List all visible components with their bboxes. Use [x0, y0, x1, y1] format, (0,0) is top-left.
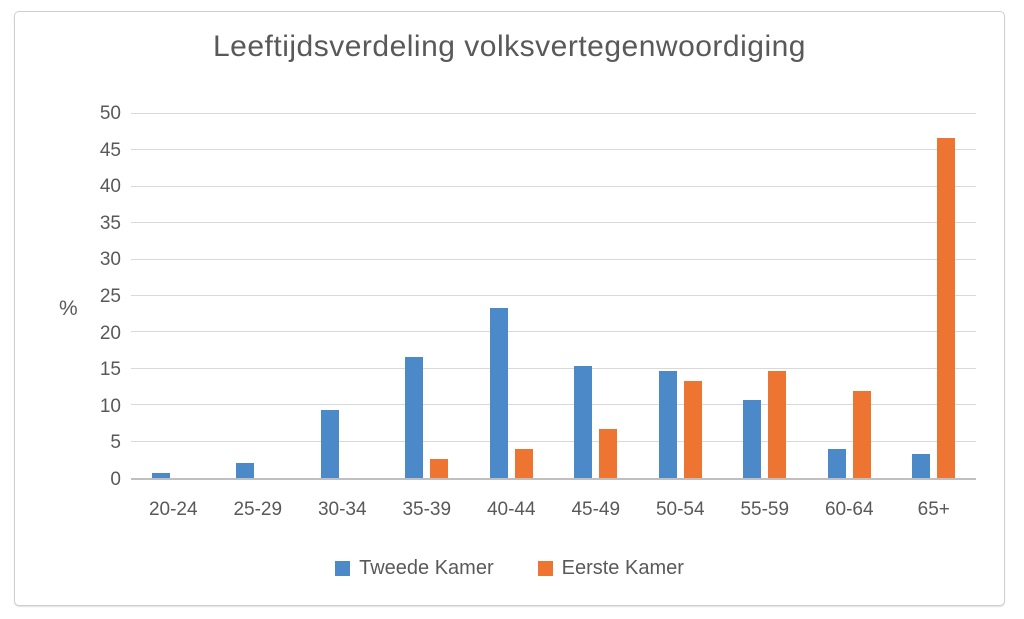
x-tick-label-60-64: 60-64: [824, 499, 874, 520]
bar-group-20-24: [131, 114, 216, 478]
bar-eerste-kamer-65+: [937, 138, 956, 478]
bar-group-30-34: [300, 114, 385, 478]
chart-title: Leeftijdsverdeling volksvertegenwoordigi…: [212, 30, 806, 63]
bar-tweede-kamer-55-59: [743, 400, 762, 478]
bar-group-65+: [892, 114, 977, 478]
plot-area: [131, 113, 976, 480]
gridline: [131, 149, 976, 151]
x-tick-label-35-39: 35-39: [402, 499, 452, 520]
bar-group-45-49: [554, 114, 639, 478]
legend-label: Eerste Kamer: [561, 557, 684, 579]
y-axis-tick-labels: 0 5 10 15 20 25 30 35 40 45 50: [75, 103, 121, 490]
bar-tweede-kamer-45-49: [574, 366, 593, 478]
bar-eerste-kamer-60-64: [852, 390, 871, 478]
bar-tweede-kamer-30-34: [320, 410, 339, 478]
gridline: [131, 113, 976, 114]
bar-group-55-59: [723, 114, 808, 478]
gridline: [131, 440, 976, 442]
y-tick-label: 0: [110, 469, 121, 490]
x-tick-label-55-59: 55-59: [740, 499, 790, 520]
legend-label: Tweede Kamer: [359, 557, 494, 579]
x-tick-label-25-29: 25-29: [233, 499, 283, 520]
y-tick-label: 50: [99, 103, 121, 124]
y-axis-unit-label: %: [59, 297, 78, 320]
bar-tweede-kamer-65+: [912, 453, 931, 478]
bar-tweede-kamer-60-64: [827, 448, 846, 478]
y-tick-label: 15: [99, 359, 121, 381]
bar-group-25-29: [216, 114, 301, 478]
x-tick-label-45-49: 45-49: [571, 499, 621, 520]
bar-tweede-kamer-40-44: [489, 308, 508, 478]
bar-eerste-kamer-55-59: [768, 371, 787, 478]
y-tick-label: 10: [99, 395, 121, 417]
bar-eerste-kamer-35-39: [430, 458, 449, 478]
bar-group-60-64: [807, 114, 892, 478]
x-tick-label-50-54: 50-54: [655, 499, 705, 520]
bar-group-50-54: [638, 114, 723, 478]
legend: Tweede Kamer Eerste Kamer: [15, 557, 1004, 580]
legend-swatch-icon: [335, 561, 351, 576]
x-tick-label-30-34: 30-34: [317, 499, 367, 520]
legend-item-eerste-kamer: Eerste Kamer: [537, 557, 684, 580]
y-tick-label: 5: [110, 432, 121, 454]
x-axis-tick-labels: 20-24 25-29 30-34 35-39 40-44 45-49 50-54 55-59…: [131, 499, 976, 521]
x-tick-label-40-44: 40-44: [486, 499, 536, 520]
gridline: [131, 185, 976, 187]
bar-tweede-kamer-35-39: [405, 356, 424, 478]
bar-tweede-kamer-50-54: [658, 371, 677, 478]
bar-tweede-kamer-20-24: [151, 473, 170, 478]
chart-frame: Leeftijdsverdeling volksvertegenwoordigi…: [14, 11, 1005, 606]
gridline: [131, 258, 976, 260]
y-tick-label: 40: [99, 176, 121, 198]
y-tick-label: 35: [99, 212, 121, 234]
y-tick-label: 25: [99, 286, 121, 307]
legend-item-tweede-kamer: Tweede Kamer: [335, 557, 494, 580]
bar-group-35-39: [385, 114, 470, 478]
gridline: [131, 367, 976, 369]
y-tick-label: 30: [99, 249, 121, 271]
y-tick-label: 45: [99, 139, 121, 161]
bar-tweede-kamer-25-29: [236, 463, 255, 478]
bar-eerste-kamer-45-49: [599, 429, 618, 478]
gridline: [131, 331, 976, 333]
bar-eerste-kamer-50-54: [683, 380, 702, 478]
y-tick-label: 20: [99, 322, 121, 344]
x-tick-label-20-24: 20-24: [148, 499, 198, 520]
legend-swatch-icon: [537, 561, 553, 576]
gridline: [131, 222, 976, 224]
bar-eerste-kamer-40-44: [514, 448, 533, 478]
bar-groups: [131, 114, 976, 478]
gridline: [131, 295, 976, 296]
x-tick-label-65+: 65+: [917, 499, 950, 520]
bar-group-40-44: [469, 114, 554, 478]
gridline: [131, 404, 976, 406]
